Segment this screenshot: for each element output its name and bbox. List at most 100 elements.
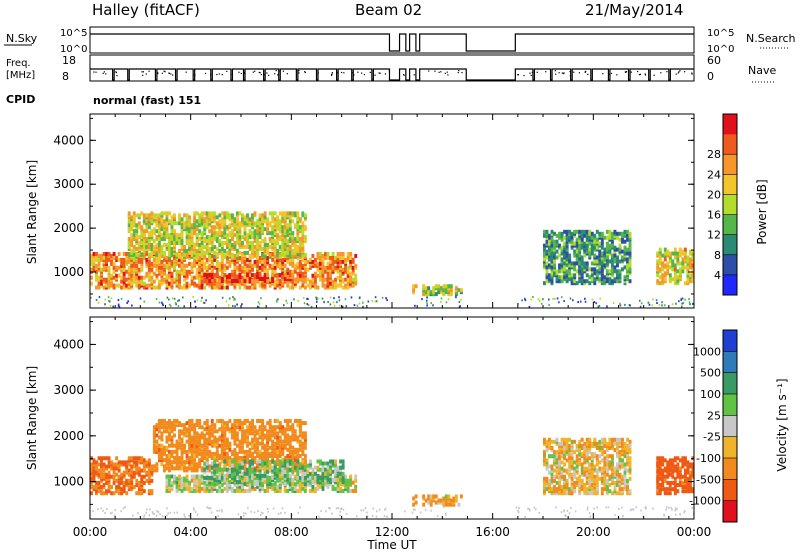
velocity-cell bbox=[225, 445, 229, 450]
velocity-cell bbox=[188, 449, 192, 454]
power-cell bbox=[180, 217, 184, 222]
velocity-cell bbox=[233, 482, 237, 487]
cpid-label: CPID bbox=[6, 93, 35, 106]
velocity-cell bbox=[225, 488, 229, 493]
power-cell bbox=[213, 225, 217, 230]
velocity-cell bbox=[235, 425, 239, 430]
power-cell bbox=[570, 261, 574, 266]
power-cell bbox=[575, 261, 579, 266]
velocity-cell bbox=[278, 467, 282, 472]
velocity-cell bbox=[170, 441, 174, 446]
velocity-cell bbox=[316, 486, 320, 491]
power-cell bbox=[673, 251, 677, 256]
power-cell bbox=[595, 255, 599, 260]
velocity-cell bbox=[215, 488, 219, 493]
velocity-cell bbox=[454, 498, 458, 503]
velocity-cell bbox=[155, 443, 159, 448]
power-cell bbox=[165, 242, 169, 247]
velocity-cell bbox=[185, 453, 189, 458]
velocity-cell bbox=[233, 441, 237, 446]
velocity-cell bbox=[210, 469, 214, 474]
velocity-cell bbox=[545, 462, 549, 467]
velocity-cell bbox=[271, 467, 275, 472]
velocity-cell bbox=[266, 456, 270, 461]
power-cell bbox=[195, 219, 199, 224]
velocity-cell bbox=[105, 456, 109, 461]
power-cell bbox=[334, 265, 338, 270]
power-cell bbox=[258, 246, 262, 251]
power-cell bbox=[183, 267, 187, 272]
power-cell bbox=[192, 296, 195, 299]
velocity-cell bbox=[543, 454, 546, 459]
power-cell bbox=[618, 269, 622, 274]
velocity-cell bbox=[241, 441, 244, 446]
power-cell bbox=[605, 261, 609, 266]
nave-point bbox=[116, 74, 118, 77]
velocity-cell bbox=[241, 475, 244, 480]
velocity-cell bbox=[349, 482, 353, 487]
power-cell bbox=[127, 223, 131, 228]
velocity-cell bbox=[278, 439, 282, 444]
velocity-cell bbox=[261, 482, 265, 487]
power-cell bbox=[619, 304, 622, 307]
power-cell bbox=[218, 242, 222, 247]
velocity-cell bbox=[225, 484, 229, 489]
velocity-cell bbox=[276, 435, 280, 440]
power-cell bbox=[195, 248, 199, 253]
power-cell bbox=[210, 246, 214, 251]
power-cell bbox=[241, 255, 244, 260]
velocity-cell bbox=[117, 487, 121, 492]
power-cell bbox=[686, 259, 690, 264]
power-cell bbox=[590, 261, 594, 266]
power-cell bbox=[291, 269, 295, 274]
power-cell bbox=[205, 250, 209, 255]
velocity-cell bbox=[107, 456, 111, 461]
power-cell bbox=[235, 265, 239, 270]
velocity-cell bbox=[296, 447, 300, 452]
power-cell bbox=[585, 265, 589, 270]
velocity-cell bbox=[195, 423, 199, 428]
power-cell bbox=[107, 275, 111, 280]
velocity-cell bbox=[241, 480, 244, 485]
power-cell bbox=[102, 267, 106, 272]
power-cell bbox=[271, 239, 275, 244]
power-cell bbox=[563, 300, 565, 303]
velocity-cell bbox=[198, 419, 202, 424]
power-cell bbox=[147, 263, 151, 268]
power-cell bbox=[180, 239, 184, 244]
velocity-cell bbox=[185, 460, 189, 465]
power-cell bbox=[200, 283, 204, 288]
velocity-cell bbox=[180, 482, 184, 487]
power-cell bbox=[241, 241, 244, 246]
power-cell bbox=[210, 225, 214, 230]
velocity-cell bbox=[225, 421, 229, 426]
power-cell bbox=[560, 296, 563, 299]
power-cell bbox=[316, 267, 320, 272]
power-cell bbox=[575, 281, 579, 286]
power-cell bbox=[261, 277, 265, 282]
velocity-cell bbox=[286, 419, 290, 424]
power-cell bbox=[663, 304, 666, 307]
power-cell bbox=[321, 253, 325, 258]
power-cell bbox=[198, 267, 202, 272]
power-cell bbox=[579, 300, 582, 303]
velocity-cell bbox=[122, 462, 126, 467]
velocity-cell bbox=[193, 482, 197, 487]
power-cell bbox=[560, 269, 564, 274]
velocity-cell bbox=[125, 478, 129, 483]
power-cell bbox=[600, 231, 604, 236]
velocity-cell bbox=[233, 437, 237, 442]
velocity-cell bbox=[203, 433, 207, 438]
power-cell bbox=[686, 255, 690, 260]
velocity-cell bbox=[180, 449, 184, 454]
power-cell bbox=[615, 263, 619, 268]
velocity-cell bbox=[173, 476, 176, 481]
power-cell bbox=[145, 251, 149, 256]
power-cell bbox=[583, 241, 587, 246]
power-cell bbox=[213, 254, 217, 259]
velocity-cell bbox=[168, 433, 171, 438]
velocity-cell bbox=[281, 427, 285, 432]
power-cell bbox=[117, 265, 121, 270]
velocity-cell bbox=[198, 460, 202, 465]
power-cell bbox=[203, 211, 207, 216]
